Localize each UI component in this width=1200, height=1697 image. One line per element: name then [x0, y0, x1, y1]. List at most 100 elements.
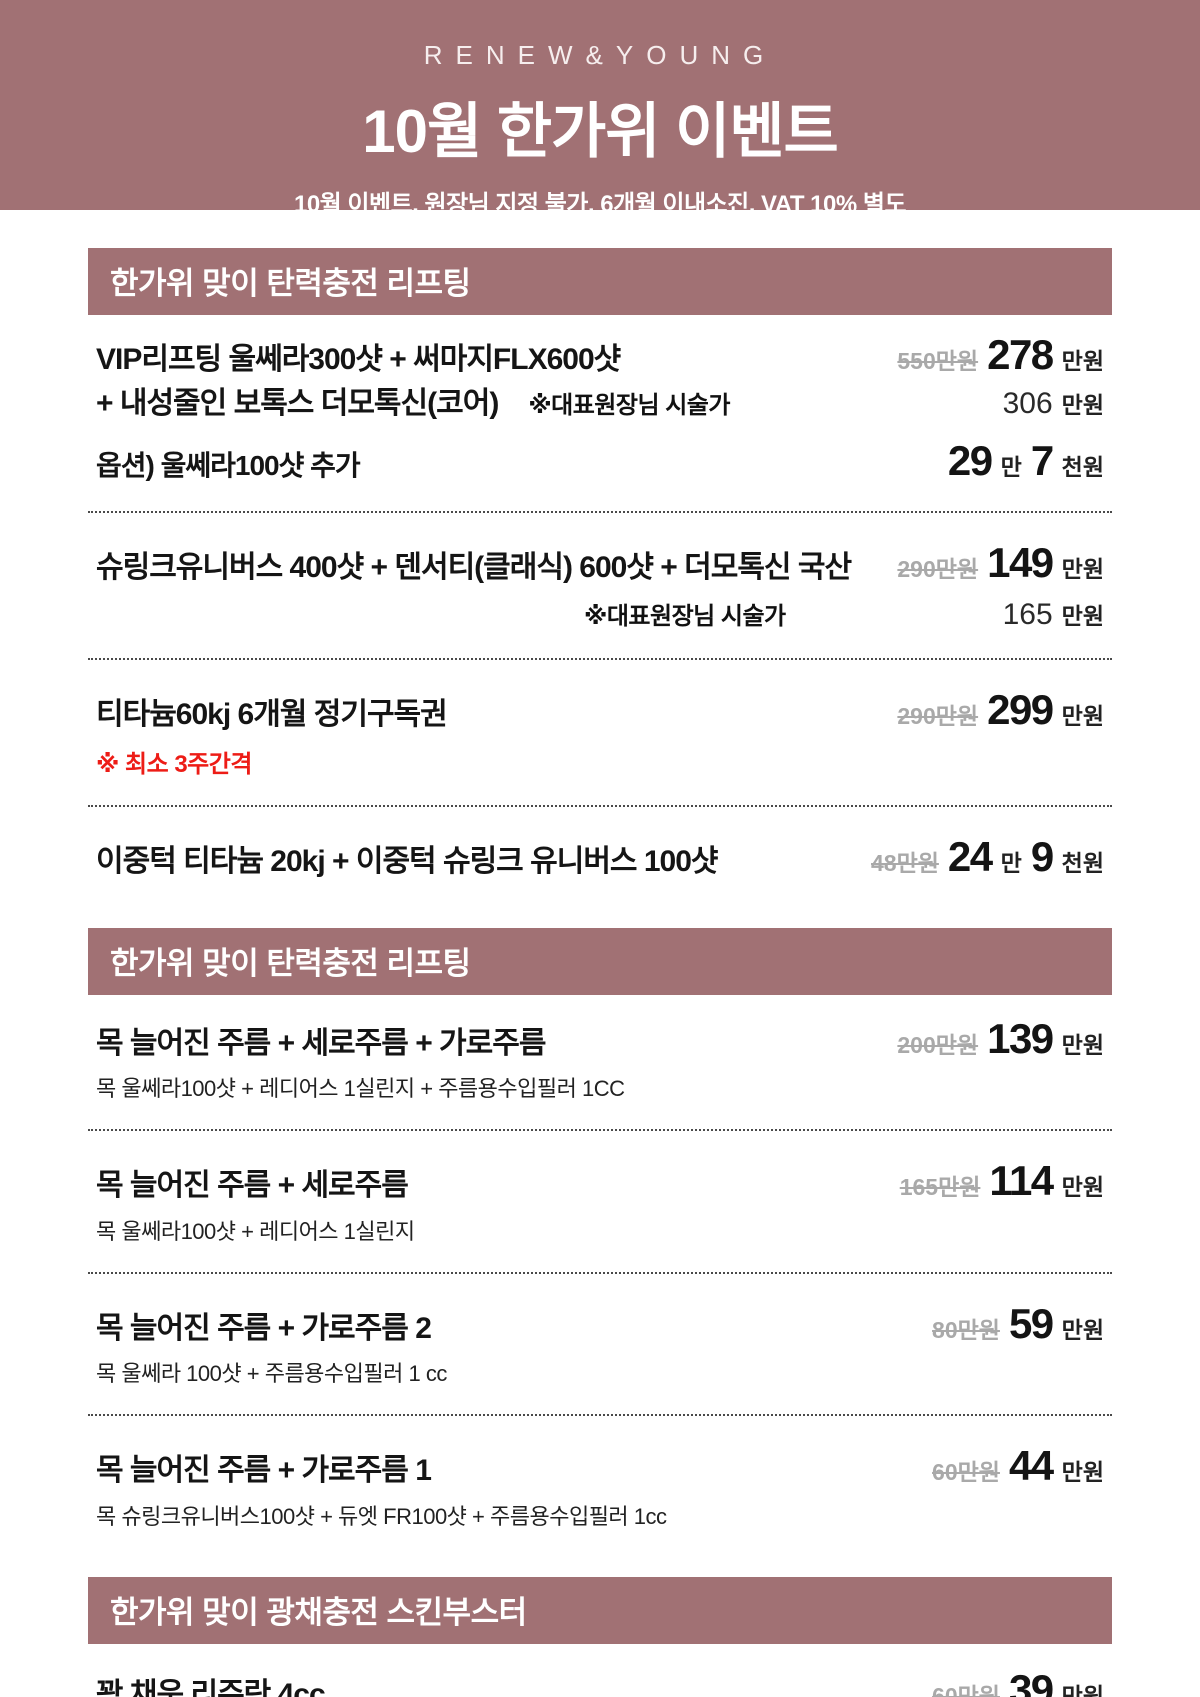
dotted-divider	[88, 511, 1112, 513]
list-item-titanium: 티타늄60kj 6개월 정기구독권 290만원 299 만원 ※ 최소 3주간격	[88, 686, 1112, 780]
item-row: 목 늘어진 주름 + 가로주름 2 80만원 59 만원	[96, 1300, 1104, 1351]
price-unit: 만원	[1061, 1682, 1104, 1697]
item-subtitle: 목 울쎄라100샷 + 레디어스 1실린지	[96, 1218, 415, 1244]
price-unit: 만원	[1061, 556, 1104, 582]
price-main: 7	[1030, 437, 1054, 484]
price-old: 550만원	[897, 348, 979, 374]
chief-doctor-note: ※대표원장님 시술가	[584, 602, 786, 630]
price-main: 29	[947, 437, 993, 484]
item-title: 슈링크유니버스 400샷 + 덴서티(클래식) 600샷 + 더모톡신 국산	[96, 551, 852, 584]
item-subtitle: 목 울쎄라100샷 + 레디어스 1실린지 + 주름용수입필러 1CC	[96, 1076, 625, 1101]
item-title: 목 늘어진 주름 + 가로주름 2	[96, 1311, 432, 1345]
price-unit: 만원	[1061, 391, 1104, 418]
price-unit: 만원	[1061, 1316, 1104, 1343]
price-block-chief: 306 만원	[1003, 386, 1104, 421]
item-title: 꽉 채운 리쥬란 4cc	[96, 1677, 326, 1697]
price-unit: 만원	[1061, 602, 1104, 629]
price-unit: 천원	[1061, 850, 1104, 876]
price-main: 278	[987, 331, 1054, 378]
item-row: 꽉 채운 리쥬란 4cc 60만원 39 만원	[96, 1666, 1104, 1697]
item-row: + 내성줄인 보톡스 더모톡신(코어) ※대표원장님 시술가 306 만원	[96, 382, 1104, 426]
item-row: 목 늘어진 주름 + 세로주름 165만원 114 만원	[96, 1157, 1104, 1208]
item-row: VIP리프팅 울쎄라300샷 + 써마지FLX600샷 550만원 278 만원	[96, 331, 1104, 382]
price-block: 290만원 149 만원	[897, 539, 1104, 587]
red-note: ※ 최소 3주간격	[96, 751, 252, 778]
item-title: VIP리프팅 울쎄라300샷 + 써마지FLX600샷	[96, 343, 621, 376]
price-old: 290만원	[897, 556, 979, 582]
price-unit: 천원	[1061, 454, 1104, 480]
price-chief: 306	[1002, 386, 1053, 420]
page-subtitle: 10월 이벤트, 원장님 지정 불가, 6개월 이내소진, VAT 10% 별도	[293, 191, 907, 218]
chief-doctor-note: ※대표원장님 시술가	[528, 391, 730, 419]
content: 한가위 맞이 탄력충전 리프팅 VIP리프팅 울쎄라300샷 + 써마지FLX6…	[0, 248, 1200, 1697]
price-unit: 만원	[1061, 1174, 1104, 1200]
price-old: 60만원	[932, 1459, 1000, 1485]
item-row: 이중턱 티타늄 20kj + 이중턱 슈링크 유니버스 100샷 48만원 24…	[96, 833, 1104, 884]
dotted-divider	[88, 657, 1112, 660]
price-main: 39	[1008, 1665, 1054, 1697]
price-unit: 만	[1000, 850, 1022, 876]
price-block: 165만원 114 만원	[900, 1157, 1104, 1205]
price-chief: 165	[1002, 597, 1053, 631]
price-unit: 만원	[1061, 348, 1104, 374]
dotted-divider	[88, 1271, 1112, 1274]
price-main: 44	[1008, 1442, 1054, 1489]
price-old: 200만원	[897, 1031, 979, 1058]
item-title: 목 늘어진 주름 + 가로주름 1	[96, 1454, 432, 1487]
list-item-neck-2: 목 늘어진 주름 + 세로주름 165만원 114 만원 목 울쎄라100샷 +…	[88, 1157, 1112, 1246]
list-item-neck-1: 목 늘어진 주름 + 세로주름 + 가로주름 200만원 139 만원 목 울쎄…	[88, 1015, 1112, 1104]
price-old: 60만원	[932, 1682, 1000, 1697]
brand-text: RENEW&YOUNG	[423, 40, 777, 70]
item-row: 목 늘어진 주름 + 세로주름 + 가로주름 200만원 139 만원	[96, 1015, 1104, 1066]
item-title: 목 늘어진 주름 + 세로주름 + 가로주름	[96, 1026, 546, 1060]
header: RENEW&YOUNG 10월 한가위 이벤트 10월 이벤트, 원장님 지정 …	[0, 0, 1200, 218]
list-item-vip-lifting: VIP리프팅 울쎄라300샷 + 써마지FLX600샷 550만원 278 만원…	[88, 331, 1112, 485]
price-main: 59	[1008, 1299, 1054, 1347]
item-title: 목 늘어진 주름 + 세로주름	[96, 1169, 409, 1202]
item-row-chief: ※대표원장님 시술가 165 만원	[96, 596, 1104, 632]
price-main: 24	[947, 833, 993, 880]
price-block: 550만원 278 만원	[897, 331, 1104, 379]
list-item-double-chin: 이중턱 티타늄 20kj + 이중턱 슈링크 유니버스 100샷 48만원 24…	[88, 833, 1112, 884]
dotted-divider	[88, 1129, 1112, 1131]
price-block-option: 29 만 7 천원	[948, 437, 1104, 485]
item-title-line2: + 내성줄인 보톡스 더모톡신(코어)	[96, 386, 499, 420]
item-row-option: 옵션) 울쎄라100샷 추가 29 만 7 천원	[96, 437, 1104, 485]
list-item-shrink-universe: 슈링크유니버스 400샷 + 덴서티(클래식) 600샷 + 더모톡신 국산 2…	[88, 539, 1112, 632]
section-banner-lifting-1: 한가위 맞이 탄력충전 리프팅	[88, 248, 1112, 315]
item-row: 티타늄60kj 6개월 정기구독권 290만원 299 만원	[96, 686, 1104, 737]
price-block: 48만원 24 만 9 천원	[871, 833, 1104, 881]
item-row: 목 늘어진 주름 + 가로주름 1 60만원 44 만원	[96, 1442, 1104, 1493]
option-label: 옵션) 울쎄라100샷 추가	[96, 450, 361, 481]
price-unit: 만원	[1061, 1459, 1104, 1485]
list-item-neck-3: 목 늘어진 주름 + 가로주름 2 80만원 59 만원 목 울쎄라 100샷 …	[88, 1300, 1112, 1389]
dotted-divider	[88, 805, 1112, 807]
item-subtitle: 목 울쎄라 100샷 + 주름용수입필러 1 cc	[96, 1361, 447, 1386]
price-main: 149	[987, 539, 1054, 586]
price-old: 80만원	[932, 1316, 1000, 1343]
price-main: 114	[989, 1157, 1054, 1204]
price-main: 139	[987, 1014, 1054, 1062]
item-title: 이중턱 티타늄 20kj + 이중턱 슈링크 유니버스 100샷	[96, 845, 719, 878]
section-banner-lifting-2: 한가위 맞이 탄력충전 리프팅	[88, 927, 1112, 995]
dotted-divider	[88, 1414, 1112, 1416]
price-block: 60만원 44 만원	[932, 1442, 1104, 1490]
section-banner-skinbooster: 한가위 맞이 광채충전 스킨부스터	[88, 1576, 1112, 1644]
item-subtitle: 목 슈링크유니버스100샷 + 듀엣 FR100샷 + 주름용수입필러 1cc	[96, 1503, 667, 1529]
price-old: 165만원	[899, 1174, 981, 1200]
price-main: 299	[987, 685, 1054, 733]
price-block: 80만원 59 만원	[932, 1300, 1104, 1348]
price-old: 48만원	[871, 850, 939, 876]
price-block: 60만원 39 만원	[932, 1666, 1104, 1697]
item-row: 슈링크유니버스 400샷 + 덴서티(클래식) 600샷 + 더모톡신 국산 2…	[96, 539, 1104, 590]
price-unit: 만원	[1061, 702, 1104, 729]
price-main: 9	[1030, 833, 1054, 880]
price-unit: 만원	[1061, 1031, 1104, 1058]
page-title: 10월 한가위 이벤트	[362, 98, 838, 165]
price-unit: 만	[1000, 454, 1022, 480]
price-block-chief: 165 만원	[1003, 597, 1104, 632]
price-block: 200만원 139 만원	[897, 1015, 1104, 1063]
price-block: 290만원 299 만원	[897, 686, 1104, 734]
price-old: 290만원	[897, 702, 979, 729]
